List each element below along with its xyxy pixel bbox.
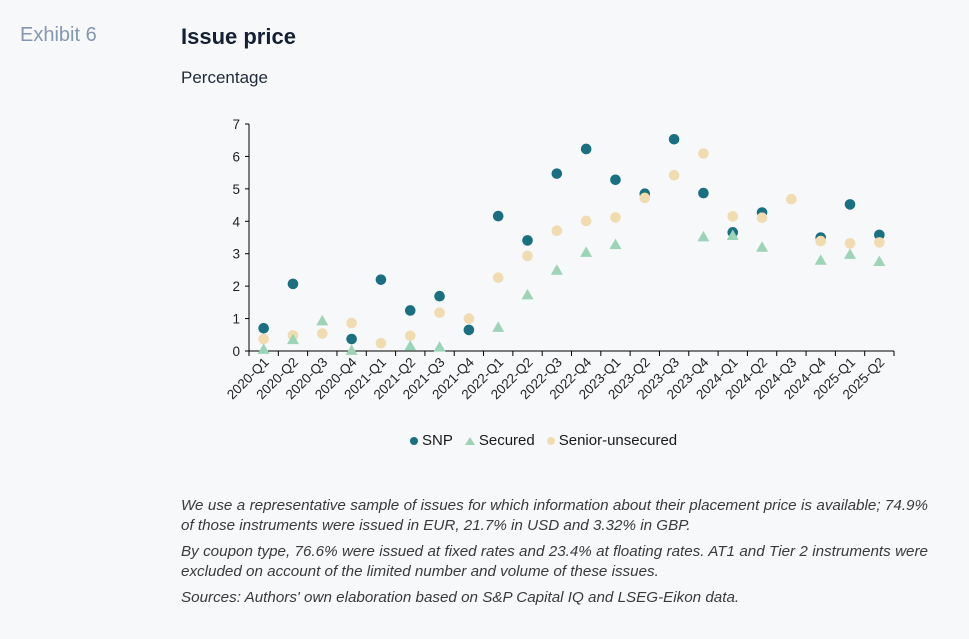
scatter-chart: 012345672020-Q12020-Q22020-Q32020-Q42021… xyxy=(224,117,895,402)
senior-unsecured-point xyxy=(316,328,328,339)
senior-unsecured-point xyxy=(434,307,445,319)
senior-unsecured-point xyxy=(815,235,827,247)
secured-point xyxy=(521,288,534,300)
senior-unsecured-point xyxy=(727,211,739,222)
y-tick-label: 2 xyxy=(232,279,240,294)
legend: SNP Secured Senior-unsecured xyxy=(410,432,689,449)
y-tick-label: 1 xyxy=(232,312,240,327)
secured-point xyxy=(609,238,622,250)
data-marks xyxy=(257,133,886,355)
secured-point xyxy=(433,341,446,352)
secured-point xyxy=(404,340,417,351)
chart-title: Issue price xyxy=(181,24,296,49)
senior-unsecured-point xyxy=(668,169,680,181)
legend-item-secured: Secured xyxy=(464,432,535,449)
note-sources: Sources: Authors' own elaboration based … xyxy=(181,589,740,606)
secured-point xyxy=(814,254,827,265)
senior-unsecured-point xyxy=(639,192,651,204)
senior-unsecured-point xyxy=(786,193,797,205)
secured-point xyxy=(550,264,563,275)
axes: 012345672020-Q12020-Q22020-Q32020-Q42021… xyxy=(224,117,895,402)
chart-subtitle: Percentage xyxy=(181,68,268,87)
legend-item-snp: SNP xyxy=(410,432,453,449)
secured-point xyxy=(697,230,710,242)
snp-point xyxy=(258,323,269,334)
senior-unsecured-point xyxy=(756,212,768,224)
secured-point xyxy=(580,246,593,257)
legend-item-senior-unsecured: Senior-unsecured xyxy=(546,432,678,449)
footnotes: We use a representative sample of issues… xyxy=(181,496,928,614)
secured-point xyxy=(873,255,886,266)
secured-point xyxy=(844,248,857,259)
legend-label-secured: Secured xyxy=(478,432,535,449)
senior-unsecured-point xyxy=(463,313,475,324)
senior-unsecured-point xyxy=(375,337,387,349)
y-tick-label: 0 xyxy=(232,344,240,359)
senior-unsecured-point xyxy=(346,317,357,329)
senior-unsecured-point xyxy=(404,330,416,342)
snp-point xyxy=(346,333,357,345)
snp-point xyxy=(844,199,856,210)
snp-point xyxy=(492,210,504,222)
y-tick-label: 6 xyxy=(232,149,240,164)
secured-point xyxy=(345,344,358,355)
secured-point xyxy=(726,229,739,241)
y-tick-label: 4 xyxy=(232,214,240,229)
circle-marker-icon xyxy=(546,436,555,445)
snp-point xyxy=(287,278,299,290)
snp-point xyxy=(874,229,885,241)
senior-unsecured-point xyxy=(610,212,621,223)
snp-point xyxy=(668,133,680,145)
senior-unsecured-point xyxy=(522,250,533,262)
note-coupon: By coupon type, 76.6% were issued at fix… xyxy=(181,543,928,580)
y-tick-label: 7 xyxy=(232,117,240,132)
senior-unsecured-point xyxy=(492,272,504,284)
legend-label-senior-unsecured: Senior-unsecured xyxy=(558,432,678,449)
triangle-marker-icon xyxy=(464,436,475,445)
legend-label-snp: SNP xyxy=(422,432,453,449)
y-tick-label: 5 xyxy=(232,182,240,197)
snp-point xyxy=(375,274,387,285)
snp-point xyxy=(580,143,592,155)
senior-unsecured-point xyxy=(874,237,885,248)
snp-point xyxy=(463,324,475,336)
snp-point xyxy=(698,187,709,199)
secured-point xyxy=(492,321,505,332)
snp-point xyxy=(610,174,621,186)
secured-point xyxy=(286,333,299,345)
snp-point xyxy=(522,235,533,246)
circle-marker-icon xyxy=(410,436,418,445)
senior-unsecured-point xyxy=(580,215,592,227)
snp-point xyxy=(434,290,445,302)
senior-unsecured-point xyxy=(844,238,856,249)
note-sample: We use a representative sample of issues… xyxy=(181,497,928,534)
senior-unsecured-point xyxy=(698,148,709,159)
senior-unsecured-point xyxy=(258,333,269,345)
secured-point xyxy=(756,241,769,252)
senior-unsecured-point xyxy=(551,225,563,236)
y-tick-label: 3 xyxy=(232,247,240,262)
secured-point xyxy=(257,343,270,354)
exhibit-label: Exhibit 6 xyxy=(20,24,97,46)
snp-point xyxy=(551,168,563,179)
secured-point xyxy=(316,314,329,326)
snp-point xyxy=(404,305,416,316)
